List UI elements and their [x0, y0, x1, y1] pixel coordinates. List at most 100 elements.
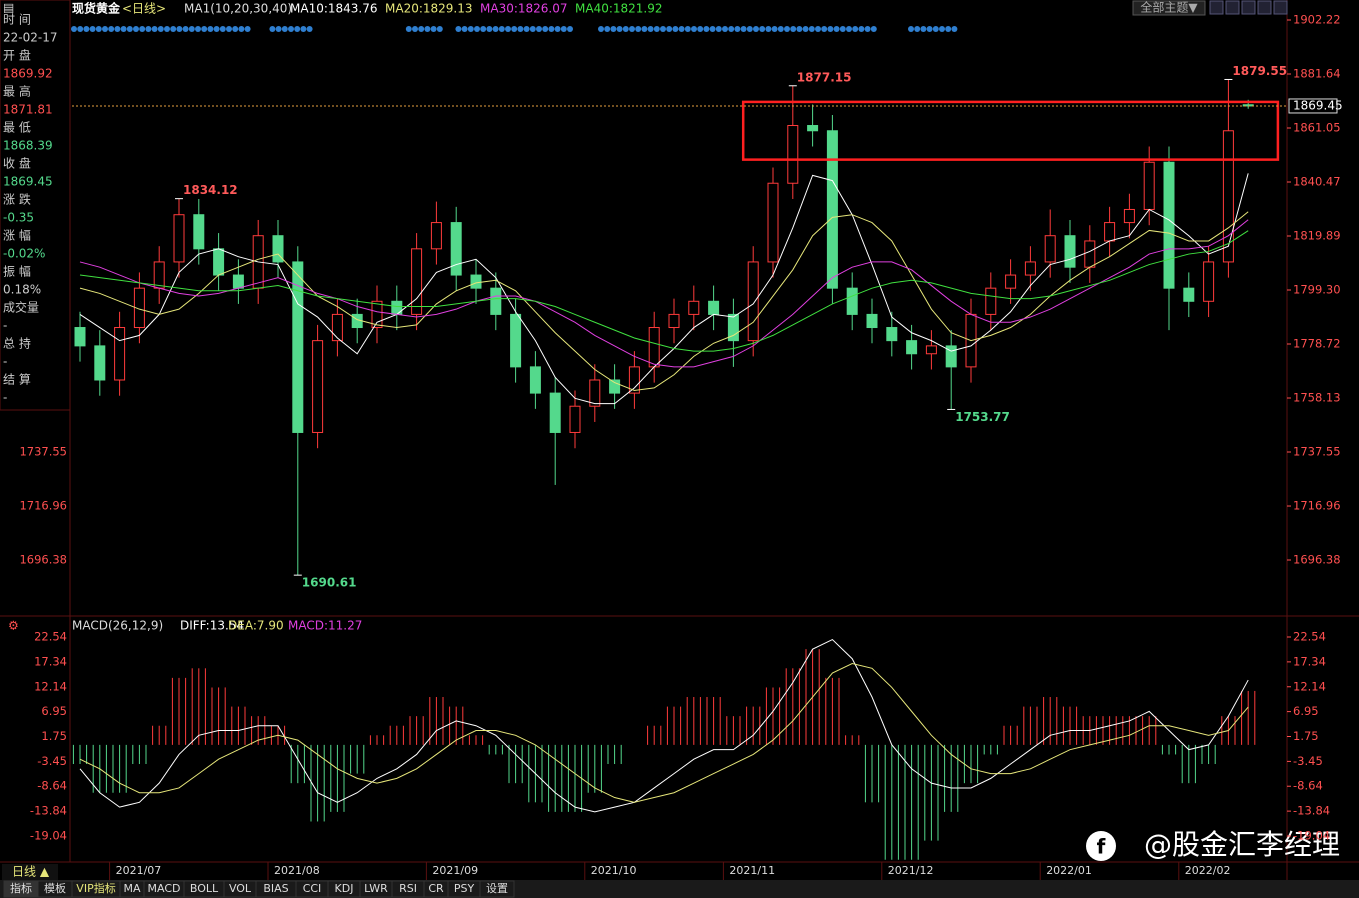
info-label: 结 算: [3, 372, 31, 387]
dot: [95, 26, 102, 32]
dot: [759, 26, 766, 32]
dot: [182, 26, 189, 32]
info-value: 1868.39: [3, 139, 53, 153]
candle-body: [609, 379, 621, 394]
tab-label[interactable]: MA: [123, 882, 140, 895]
menu-icon[interactable]: ▤: [3, 1, 14, 15]
dot: [405, 26, 412, 32]
tab-label[interactable]: BIAS: [263, 882, 288, 895]
candle-body: [886, 327, 898, 342]
x-tick-label: 2022/01: [1046, 864, 1092, 877]
dot: [858, 26, 865, 32]
dot: [554, 26, 561, 32]
y-tick-label: -13.84: [1293, 804, 1330, 818]
dot: [511, 26, 518, 32]
candle-body: [1123, 208, 1135, 224]
annotation: 1690.61: [302, 576, 357, 590]
dot: [598, 26, 604, 32]
y-tick-label: 1840.47: [1293, 174, 1341, 188]
tab-label[interactable]: RSI: [399, 882, 417, 895]
y-tick-label: 1861.05: [1293, 121, 1341, 135]
tab-label[interactable]: 设置: [486, 882, 508, 895]
candle-body: [74, 327, 86, 347]
ma-line: [79, 173, 1249, 405]
dot: [951, 26, 958, 32]
y-tick-label-left: -19.04: [30, 829, 67, 843]
info-label: 开 盘: [3, 48, 31, 63]
tab-label[interactable]: LWR: [364, 882, 388, 895]
dot: [498, 26, 505, 32]
info-label: 总 持: [3, 336, 31, 351]
y-tick-label: -8.64: [1293, 779, 1323, 793]
macd-title: MACD(26,12,9): [72, 619, 163, 633]
y-tick-label: 1716.96: [1293, 499, 1341, 513]
dot: [932, 26, 939, 32]
tab-label[interactable]: KDJ: [335, 882, 354, 895]
dot: [709, 26, 716, 32]
gear[interactable]: ⚙: [8, 619, 19, 633]
y-tick-label: 1778.72: [1293, 336, 1341, 350]
info-panel: [0, 0, 71, 411]
candle-body: [549, 392, 561, 433]
dot: [765, 26, 772, 32]
dot: [722, 26, 728, 32]
dot: [244, 26, 251, 32]
tab[interactable]: [479, 880, 515, 898]
y-tick-label: -19.04: [1293, 829, 1330, 843]
ma-line: [79, 638, 1249, 813]
annotation: 1879.55: [1232, 64, 1287, 78]
tab-label[interactable]: 指标: [10, 881, 32, 895]
dot: [870, 26, 877, 32]
y-tick-label: 17.34: [1293, 654, 1326, 668]
current-price-box: [1288, 98, 1338, 114]
dot: [771, 26, 778, 32]
dot: [548, 26, 555, 32]
candle-body: [529, 366, 541, 394]
theme-button[interactable]: [1132, 0, 1206, 16]
y-tick-label: 1737.55: [1293, 445, 1341, 459]
candle-body: [589, 379, 601, 407]
dot: [226, 26, 232, 32]
tab-label[interactable]: BOLL: [190, 882, 219, 895]
period-button-label[interactable]: 日线 ▲: [12, 865, 50, 879]
dot: [610, 26, 617, 32]
window-buttons[interactable]: [1209, 0, 1288, 15]
period-button[interactable]: [2, 864, 58, 880]
tab-label[interactable]: CR: [428, 882, 444, 895]
candle-body: [807, 125, 819, 132]
dot: [753, 26, 759, 32]
dot: [790, 26, 797, 32]
y-tick-label-left: 6.95: [41, 704, 67, 718]
y-tick-label-left: 1696.38: [19, 553, 67, 567]
candle-body: [1084, 240, 1096, 268]
dot: [647, 26, 654, 32]
y-tick-label-left: -3.45: [37, 754, 67, 768]
dot: [288, 26, 294, 32]
y-tick-label-left: 1737.55: [19, 445, 67, 459]
tab-label[interactable]: MACD: [148, 882, 181, 895]
theme-button-label[interactable]: 全部主题▼: [1140, 0, 1198, 15]
candle-body: [153, 261, 165, 289]
dot: [715, 26, 722, 32]
dot: [660, 26, 666, 32]
dot: [529, 26, 536, 32]
info-label: 涨 幅: [3, 228, 31, 243]
y-tick-label: 1881.64: [1293, 66, 1341, 80]
y-tick-label-left: 12.14: [34, 679, 67, 693]
candle-body: [628, 366, 640, 394]
tab-label[interactable]: VOL: [229, 882, 252, 895]
candle-body: [866, 313, 878, 329]
tab-label[interactable]: VIP指标: [76, 881, 115, 895]
candle-body: [1222, 130, 1234, 263]
tab-label[interactable]: PSY: [454, 882, 475, 895]
dot: [920, 26, 927, 32]
dot: [102, 26, 108, 32]
dot: [505, 26, 511, 32]
dot: [808, 26, 815, 32]
x-tick-label: 2021/11: [729, 864, 775, 877]
tab-label[interactable]: 模板: [44, 881, 66, 895]
candle-body: [213, 248, 225, 276]
ma-line: [79, 230, 1249, 352]
tab-label[interactable]: CCI: [303, 882, 322, 895]
y-tick-label-left: -8.64: [37, 779, 67, 793]
